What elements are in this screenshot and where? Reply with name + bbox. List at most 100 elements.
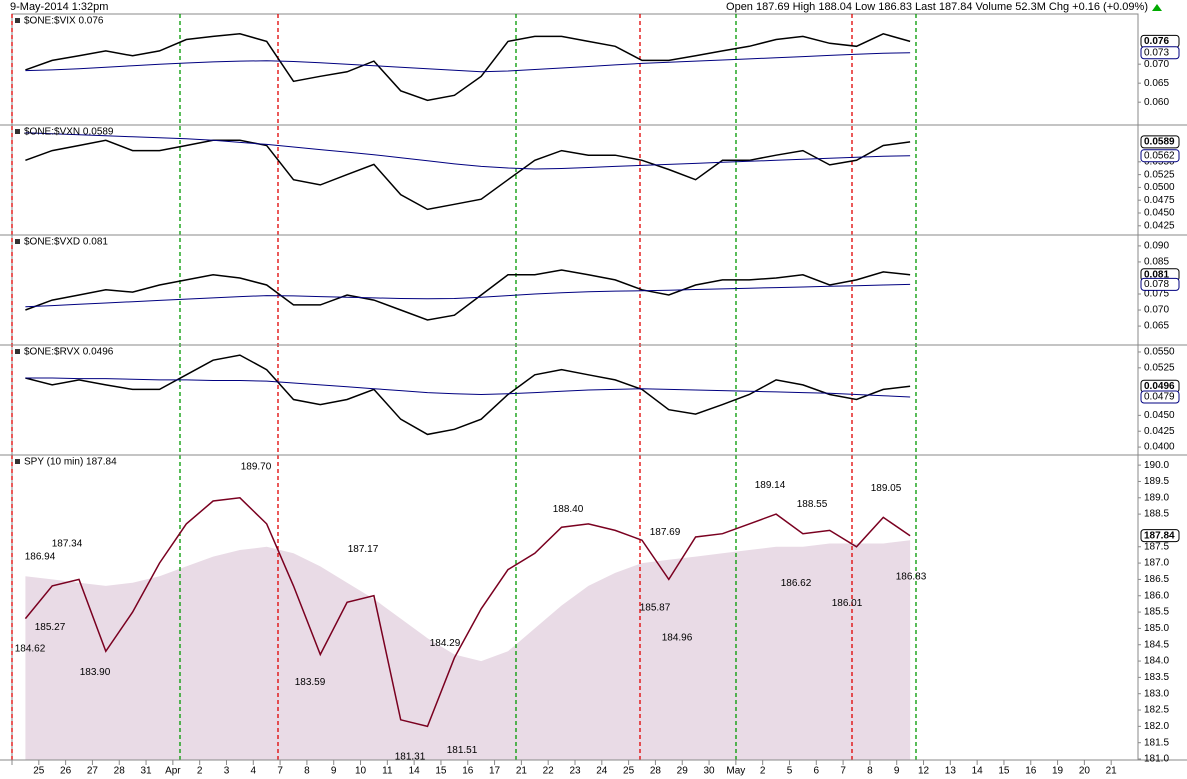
x-tick-label: 5 (787, 766, 793, 777)
last-value-label: 0.076 (1144, 36, 1169, 47)
y-tick-label: 186.0 (1144, 590, 1169, 601)
panel-icon (15, 239, 20, 244)
panel-title: $ONE:$VXD 0.081 (24, 237, 108, 248)
x-tick-label: 15 (998, 766, 1010, 777)
y-tick-label: 182.0 (1144, 721, 1169, 732)
x-tick-label: 7 (840, 766, 846, 777)
last-value-label: 0.081 (1144, 269, 1169, 280)
x-tick-label: 2 (760, 766, 766, 777)
y-tick-label: 0.0425 (1144, 220, 1175, 231)
x-tick-label: 25 (33, 766, 45, 777)
last-value-label: 0.078 (1144, 279, 1169, 290)
last-value-label: 0.0589 (1144, 137, 1175, 148)
x-tick-label: 17 (489, 766, 501, 777)
y-tick-label: 0.070 (1144, 59, 1169, 70)
panel-title: $ONE:$VXN 0.0589 (24, 127, 114, 138)
y-tick-label: 182.5 (1144, 705, 1169, 716)
x-tick-label: 25 (623, 766, 635, 777)
last-value-box (1140, 277, 1180, 291)
x-tick-label: 10 (355, 766, 367, 777)
y-tick-label: 0.0500 (1144, 182, 1175, 193)
x-tick-label: 27 (87, 766, 99, 777)
last-value-label: 0.0479 (1144, 392, 1175, 403)
y-tick-label: 0.0450 (1144, 410, 1175, 421)
y-tick-label: 0.0450 (1144, 208, 1175, 219)
x-tick-label: 16 (1025, 766, 1037, 777)
price-line (24, 497, 911, 728)
last-value-label: 0.073 (1144, 47, 1169, 58)
last-value-box (1140, 135, 1180, 149)
y-tick-label: 181.5 (1144, 737, 1169, 748)
event-lines (11, 14, 917, 760)
y-tick-label: 185.0 (1144, 623, 1169, 634)
price-annotation: 181.51 (447, 745, 478, 756)
y-tick-label: 187.0 (1144, 558, 1169, 569)
y-tick-label: 184.5 (1144, 639, 1169, 650)
y-tick-label: 187.5 (1144, 541, 1169, 552)
y-tick-label: 189.0 (1144, 492, 1169, 503)
panel-icon (15, 18, 20, 23)
x-tick-label: 24 (596, 766, 608, 777)
last-value-label: 0.0496 (1144, 381, 1175, 392)
price-annotation: 185.87 (640, 603, 671, 614)
price-annotation: 185.27 (35, 622, 66, 633)
y-tick-label: 186.5 (1144, 574, 1169, 585)
price-annotation: 181.31 (395, 752, 426, 763)
x-tick-label: 23 (569, 766, 581, 777)
x-tick-label: 9 (894, 766, 900, 777)
y-tick-label: 0.065 (1144, 78, 1169, 89)
price-annotation: 184.62 (15, 643, 46, 654)
price-annotation: 187.17 (348, 544, 379, 555)
header-date: 9-May-2014 1:32pm (10, 1, 108, 13)
price-annotation: 186.01 (832, 598, 863, 609)
price-annotation: 189.70 (241, 462, 272, 473)
x-tick-label: 21 (1106, 766, 1118, 777)
price-annotation: 184.96 (662, 632, 693, 643)
price-annotation: 183.90 (80, 667, 111, 678)
x-tick-label: 7 (277, 766, 283, 777)
moving-average-line (25, 377, 911, 398)
y-tick-label: 0.070 (1144, 305, 1169, 316)
y-tick-label: 185.5 (1144, 607, 1169, 618)
price-annotation: 186.62 (781, 578, 812, 589)
price-annotation: 187.69 (650, 527, 681, 538)
price-annotation: 188.40 (553, 504, 584, 515)
last-value-box (1140, 46, 1180, 60)
x-tick-label: 3 (224, 766, 230, 777)
x-tick-label: 28 (650, 766, 662, 777)
x-tick-label: 28 (114, 766, 126, 777)
panel-title: $ONE:$RVX 0.0496 (24, 347, 114, 358)
x-tick-label: 26 (60, 766, 72, 777)
price-annotation: 183.59 (295, 677, 326, 688)
panel-icon (15, 349, 20, 354)
price-annotation: 184.29 (430, 638, 461, 649)
ratio-line (25, 269, 911, 321)
y-tick-label: 0.060 (1144, 97, 1169, 108)
last-value-box (1140, 529, 1180, 543)
moving-average-line (25, 283, 911, 308)
moving-average-line (25, 52, 911, 73)
x-tick-label: 2 (197, 766, 203, 777)
x-tick-label: 12 (918, 766, 930, 777)
panel-title: SPY (10 min) 187.84 (24, 457, 117, 468)
last-value-box (1140, 149, 1180, 163)
last-value-label: 0.0562 (1144, 150, 1175, 161)
header-quote: Open 187.69 High 188.04 Low 186.83 Last … (726, 1, 1148, 13)
y-tick-label: 189.5 (1144, 476, 1169, 487)
price-annotation: 189.05 (871, 483, 902, 494)
y-tick-label: 0.0525 (1144, 362, 1175, 373)
y-tick-label: 190.0 (1144, 460, 1169, 471)
y-tick-label: 0.0475 (1144, 195, 1175, 206)
last-value-box (1140, 390, 1180, 404)
y-tick-label: 188.5 (1144, 509, 1169, 520)
x-tick-label: 14 (972, 766, 984, 777)
price-annotation: 186.94 (25, 552, 56, 563)
last-value-label: 187.84 (1144, 530, 1175, 541)
y-tick-label: 0.0525 (1144, 169, 1175, 180)
y-tick-label: 0.085 (1144, 257, 1169, 268)
x-tick-label: 15 (435, 766, 447, 777)
moving-average-line (25, 132, 911, 170)
x-tick-label: 13 (945, 766, 957, 777)
